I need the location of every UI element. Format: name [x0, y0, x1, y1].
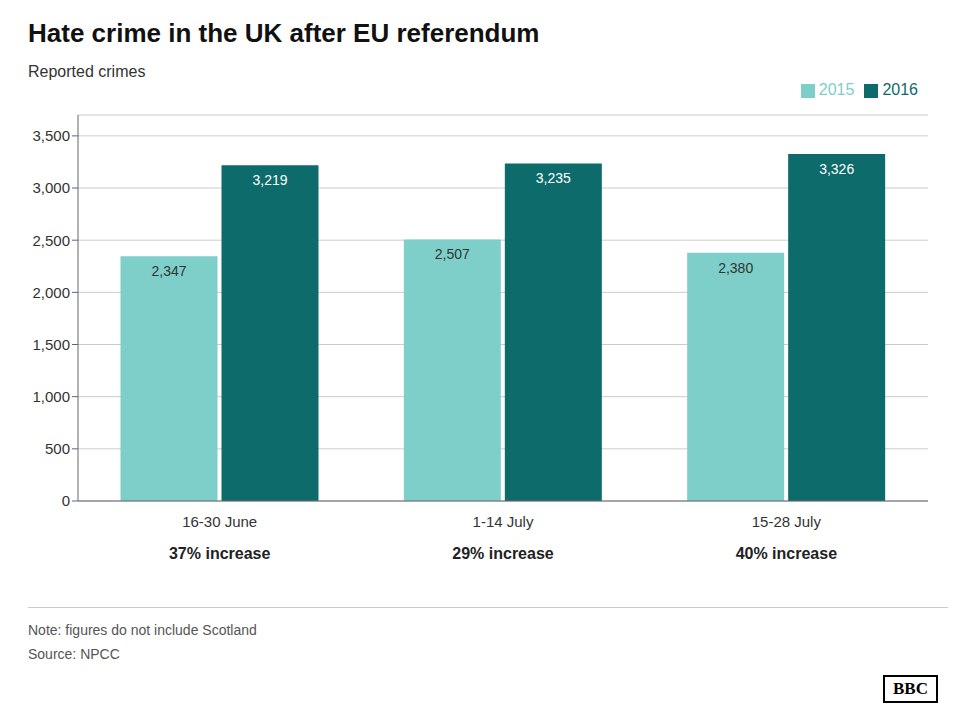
svg-text:2,347: 2,347 — [151, 263, 186, 279]
svg-text:3,500: 3,500 — [32, 127, 70, 144]
svg-text:2,500: 2,500 — [32, 232, 70, 249]
svg-text:500: 500 — [45, 440, 70, 457]
svg-text:1-14 July: 1-14 July — [473, 513, 534, 530]
html-text:2015: 2015 — [818, 81, 855, 98]
svg-text:29% increase: 29% increase — [452, 545, 554, 562]
html-text:Reported crimes: Reported crimes — [28, 63, 146, 80]
svg-text:37% increase: 37% increase — [169, 545, 271, 562]
svg-text:3,235: 3,235 — [536, 170, 571, 186]
svg-text:3,326: 3,326 — [819, 161, 854, 177]
html-text:Hate crime in the UK after EU: Hate crime in the UK after EU referendum — [28, 18, 540, 48]
svg-text:2,380: 2,380 — [718, 260, 753, 276]
svg-text:0: 0 — [62, 492, 70, 509]
html-text:BBC: BBC — [893, 679, 928, 698]
svg-text:3,219: 3,219 — [252, 172, 287, 188]
svg-text:1,000: 1,000 — [32, 388, 70, 405]
svg-text:40% increase: 40% increase — [736, 545, 838, 562]
svg-text:16-30 June: 16-30 June — [182, 513, 257, 530]
svg-text:1,500: 1,500 — [32, 336, 70, 353]
html-text:Note: figures do not include S: Note: figures do not include Scotland — [28, 622, 257, 638]
svg-text:2,000: 2,000 — [32, 284, 70, 301]
svg-text:2,507: 2,507 — [435, 246, 470, 262]
svg-text:15-28 July: 15-28 July — [752, 513, 822, 530]
html-text:2016: 2016 — [882, 81, 918, 98]
html-text:Source: NPCC: Source: NPCC — [28, 646, 120, 662]
svg-text:3,000: 3,000 — [32, 179, 70, 196]
